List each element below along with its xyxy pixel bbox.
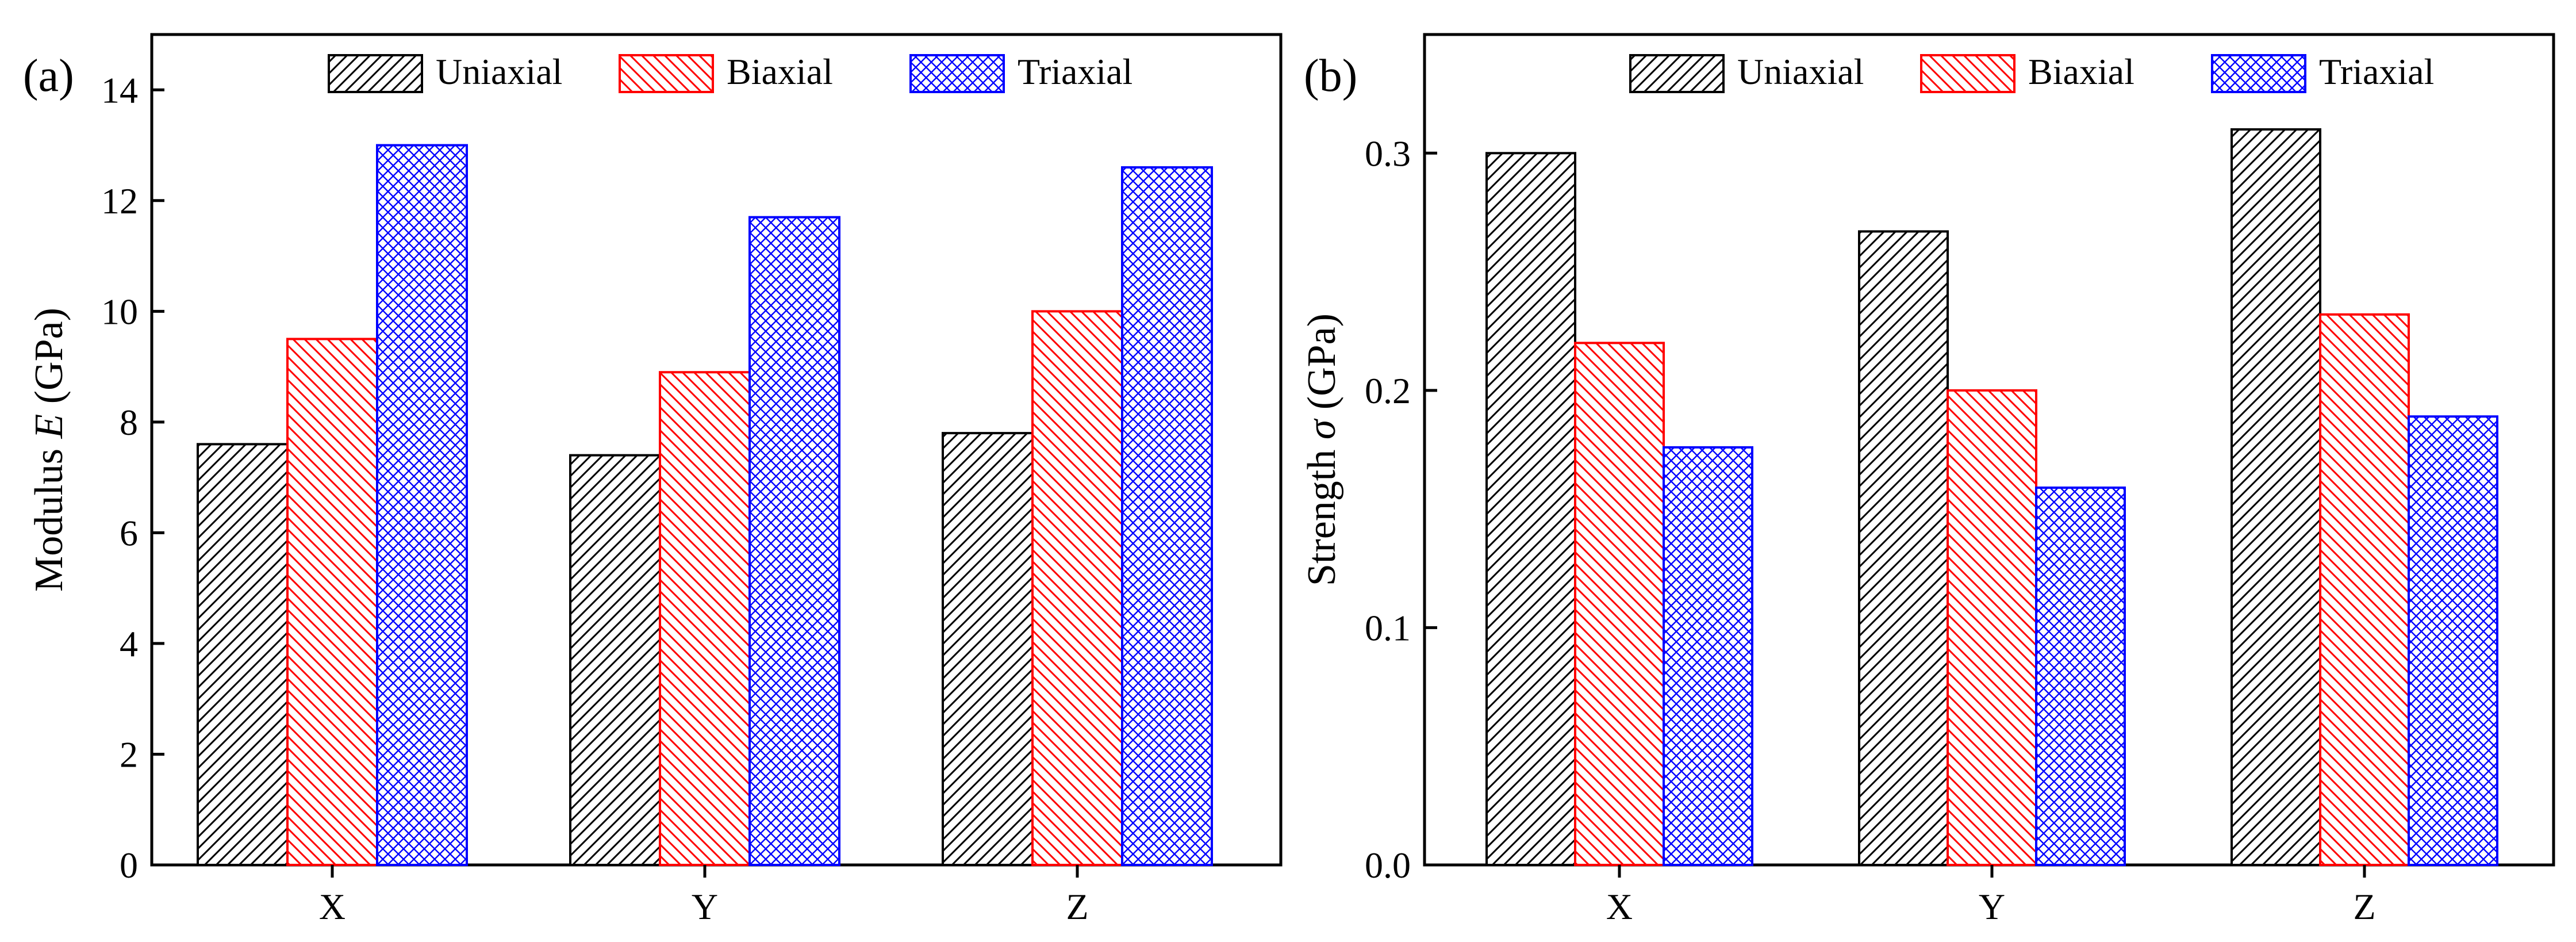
strength-ytick-label: 0.1 [1365, 607, 1411, 648]
strength-ytick-labels: 0.0 0.1 0.2 0.3 [1365, 133, 1411, 886]
modulus-ytick-label: 8 [120, 402, 138, 443]
strength-ytick-label: 0.3 [1365, 133, 1411, 174]
modulus-bar-triaxial-z [1121, 166, 1213, 866]
strength-bars [1485, 128, 2498, 878]
modulus-legend-label-biaxial: Biaxial [727, 51, 833, 92]
strength-ytick-label: 0.2 [1365, 370, 1411, 411]
modulus-bar-triaxial-x [376, 144, 468, 867]
modulus-bar-biaxial-y [659, 371, 751, 866]
modulus-bar-biaxial-x [286, 338, 378, 866]
modulus-bar-triaxial-y [748, 216, 840, 866]
modulus-bars [197, 144, 1213, 878]
modulus-xtick-label-x: X [319, 886, 345, 927]
modulus-xtick-label-z: Z [1066, 886, 1088, 927]
modulus-xtick-label-y: Y [692, 886, 718, 927]
strength-ytick-marks [1425, 151, 1437, 867]
modulus-bar-biaxial-z [1031, 310, 1123, 866]
modulus-ytick-label: 12 [101, 181, 138, 221]
strength-bar-biaxial-x [1574, 342, 1665, 866]
modulus-legend-swatch-uniaxial [328, 54, 423, 93]
strength-panel-label: (b) [1304, 51, 1357, 101]
strength-bar-uniaxial-x [1485, 152, 1576, 866]
modulus-legend-swatch-triaxial [909, 54, 1005, 93]
modulus-bar-uniaxial-y [569, 454, 661, 866]
modulus-legend-swatch-biaxial [619, 54, 714, 93]
modulus-ytick-marks [152, 88, 164, 867]
strength-bar-triaxial-y [2035, 487, 2126, 866]
modulus-bar-uniaxial-z [942, 432, 1034, 866]
strength-ytick-label: 0.0 [1365, 845, 1411, 886]
modulus-y-axis-title: Modulus E (GPa) [27, 308, 71, 592]
strength-legend-swatch-uniaxial [1629, 54, 1725, 93]
strength-bar-triaxial-z [2408, 415, 2498, 866]
strength-xtick-labels: X Y Z [1606, 886, 2376, 927]
modulus-legend-label-uniaxial: Uniaxial [436, 51, 562, 92]
strength-chart: (b) 0.0 0.1 0.2 0.3 X Y Z Strength σ (GPa) Un… [1300, 33, 2555, 927]
strength-xtick-label-x: X [1606, 886, 1633, 927]
modulus-ytick-label: 10 [101, 291, 138, 332]
strength-legend-swatch-biaxial [1920, 54, 2016, 93]
modulus-legend-label-triaxial: Triaxial [1018, 51, 1132, 92]
strength-xtick-label-y: Y [1979, 886, 2005, 927]
strength-y-axis-title: Strength σ (GPa) [1300, 313, 1344, 586]
modulus-ytick-label: 14 [101, 70, 138, 110]
modulus-ytick-label: 2 [120, 734, 138, 775]
modulus-panel-label: (a) [23, 51, 74, 101]
strength-bar-triaxial-x [1663, 446, 1753, 866]
modulus-bar-uniaxial-x [197, 443, 289, 866]
strength-legend-swatch-triaxial [2211, 54, 2306, 93]
modulus-xtick-labels: X Y Z [319, 886, 1089, 927]
modulus-chart: (a) 0 2 4 6 8 10 12 14 X Y Z Modulus E (GPa) Unia… [23, 33, 1283, 927]
strength-bar-uniaxial-z [2231, 128, 2321, 866]
strength-legend-label-uniaxial: Uniaxial [1737, 51, 1864, 92]
modulus-ytick-label: 4 [120, 623, 138, 664]
modulus-legend: Uniaxial Biaxial Triaxial [328, 51, 1132, 93]
strength-bar-uniaxial-y [1858, 230, 1949, 866]
strength-xtick-label-z: Z [2353, 886, 2375, 927]
strength-legend: Uniaxial Biaxial Triaxial [1629, 51, 2434, 93]
strength-bar-biaxial-z [2319, 313, 2410, 866]
strength-bar-biaxial-y [1947, 389, 2037, 866]
modulus-ytick-label: 0 [120, 845, 138, 886]
strength-legend-label-triaxial: Triaxial [2319, 51, 2434, 92]
modulus-ytick-labels: 0 2 4 6 8 10 12 14 [101, 70, 138, 886]
modulus-ytick-label: 6 [120, 512, 138, 553]
strength-legend-label-biaxial: Biaxial [2028, 51, 2134, 92]
